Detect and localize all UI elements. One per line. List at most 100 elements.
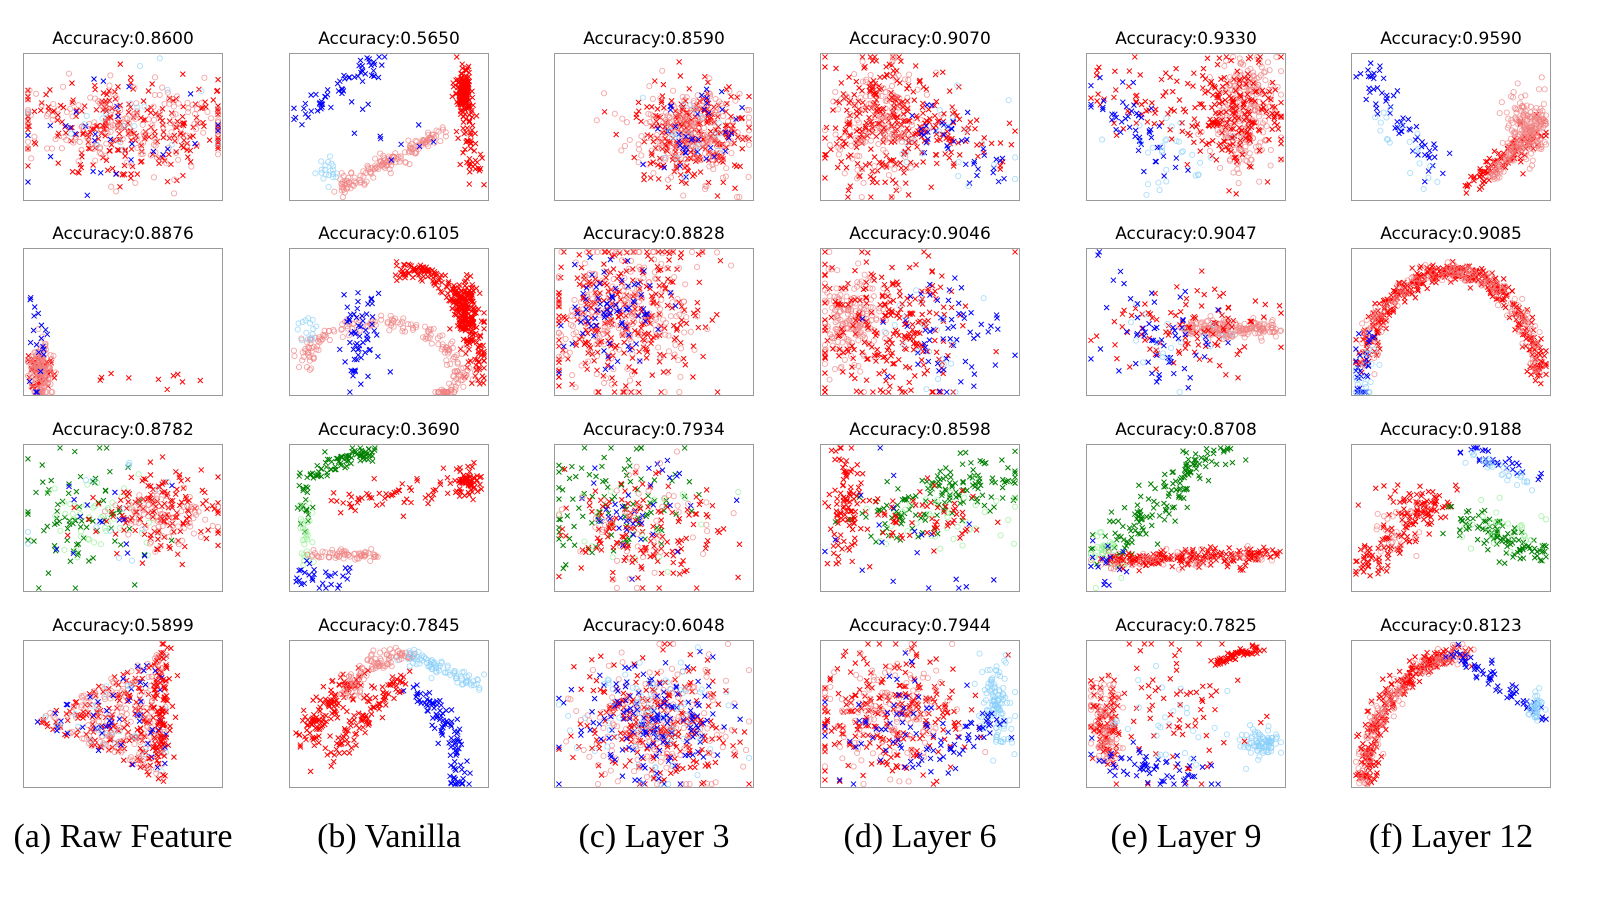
point-o <box>1510 89 1517 96</box>
point-x <box>138 115 144 121</box>
point-x <box>184 154 191 160</box>
point-x <box>866 114 872 121</box>
point-o <box>635 289 642 297</box>
point-o <box>1512 106 1519 113</box>
point-o <box>102 110 109 117</box>
point-o <box>620 287 627 294</box>
point-x <box>55 112 61 118</box>
point-o <box>867 93 874 100</box>
point-x <box>1413 123 1420 130</box>
point-x <box>1264 179 1271 185</box>
point-x <box>868 309 875 316</box>
point-x <box>990 169 997 176</box>
point-o <box>727 262 735 269</box>
point-o <box>448 383 455 390</box>
point-o <box>629 310 636 318</box>
point-x <box>1192 104 1198 111</box>
point-x <box>319 104 325 110</box>
point-x <box>1138 114 1145 121</box>
point-o <box>855 260 862 267</box>
point-x <box>1228 57 1235 64</box>
point-o <box>841 134 848 141</box>
point-o <box>821 348 829 355</box>
point-o <box>851 361 858 369</box>
point-o <box>908 119 915 126</box>
point-x <box>981 134 988 141</box>
point-x <box>78 164 85 171</box>
point-x <box>664 249 670 255</box>
point-o <box>857 368 864 375</box>
point-o <box>870 293 877 300</box>
point-o <box>201 74 208 81</box>
point-o <box>31 133 38 140</box>
point-x <box>665 184 672 191</box>
point-x <box>1199 72 1206 79</box>
point-o <box>432 389 439 395</box>
point-x <box>462 104 469 110</box>
point-x <box>695 324 702 331</box>
point-o <box>461 371 468 378</box>
point-o <box>137 62 144 70</box>
point-x <box>871 277 878 284</box>
scatter-plot <box>1088 54 1285 198</box>
point-x <box>463 285 470 291</box>
point-x <box>37 107 44 114</box>
point-x <box>644 104 650 110</box>
point-o <box>851 71 858 78</box>
point-o <box>452 386 459 393</box>
point-x <box>54 133 61 139</box>
point-o <box>648 147 655 154</box>
point-o <box>99 115 106 122</box>
point-x <box>481 357 487 364</box>
point-o <box>669 299 676 306</box>
point-x <box>481 375 487 381</box>
point-x <box>648 104 655 110</box>
point-x <box>1425 152 1432 159</box>
point-x <box>344 318 351 325</box>
point-o <box>917 116 924 123</box>
point-x <box>853 128 860 134</box>
point-x <box>1245 75 1252 82</box>
scatter-panel: Accuracy:0.6105 <box>289 224 529 418</box>
point-x <box>1239 151 1246 158</box>
point-x <box>465 63 472 70</box>
point-x <box>638 118 644 125</box>
point-o <box>1522 111 1529 118</box>
point-o <box>602 320 609 327</box>
point-o <box>1255 74 1262 81</box>
point-o <box>421 137 428 144</box>
point-o <box>855 337 862 344</box>
point-o <box>677 373 684 380</box>
point-o <box>113 188 120 195</box>
point-x <box>1232 108 1239 114</box>
point-o <box>103 140 110 147</box>
point-x <box>840 329 847 336</box>
point-x <box>883 377 889 384</box>
point-o <box>712 95 719 103</box>
point-o <box>990 161 998 168</box>
point-x <box>846 74 852 80</box>
point-x <box>1257 54 1264 60</box>
point-x <box>1463 190 1470 196</box>
point-x <box>475 358 482 365</box>
point-x <box>1176 97 1183 103</box>
point-o <box>451 368 458 375</box>
point-o <box>291 353 298 360</box>
point-x <box>956 152 963 158</box>
point-x <box>187 91 194 97</box>
point-o <box>821 127 829 134</box>
point-o <box>655 344 662 351</box>
point-x <box>1251 119 1258 126</box>
point-o <box>27 378 34 385</box>
point-o <box>313 323 320 330</box>
point-x <box>121 162 128 169</box>
point-x <box>180 172 186 179</box>
point-x <box>1094 67 1100 74</box>
point-x <box>940 304 947 310</box>
point-x <box>1241 117 1247 123</box>
point-x <box>622 324 629 331</box>
point-o <box>835 144 842 151</box>
point-x <box>909 326 916 333</box>
point-o <box>351 178 358 185</box>
point-x <box>415 122 422 128</box>
